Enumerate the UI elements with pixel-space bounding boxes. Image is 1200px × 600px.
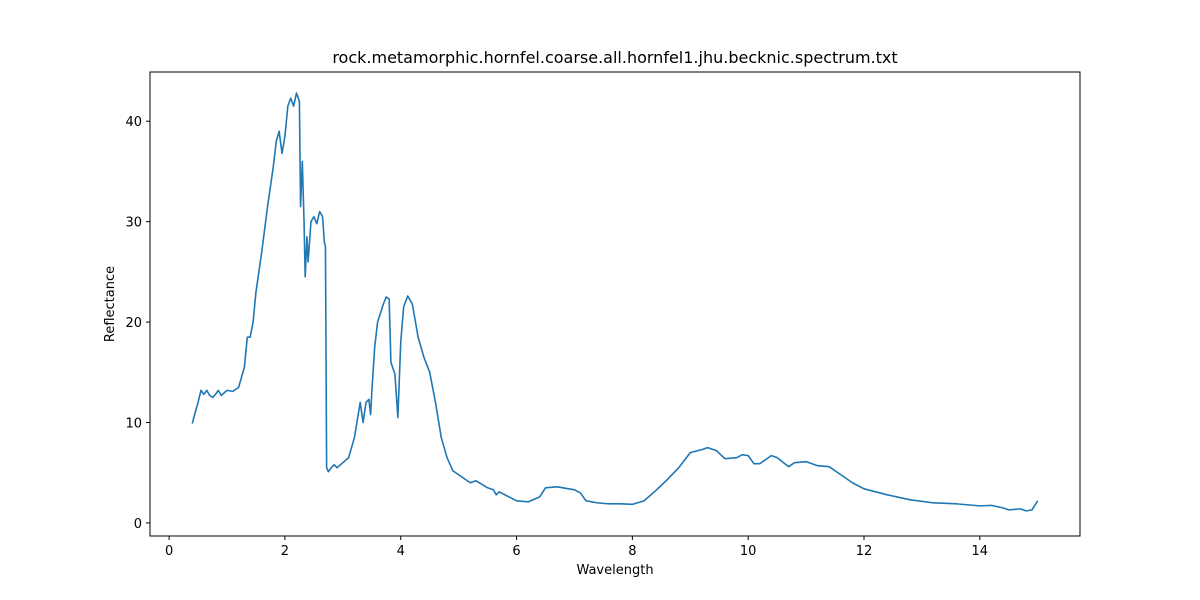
data-line	[191, 92, 1039, 512]
x-tick-label: 0	[165, 544, 173, 559]
y-tick-label: 30	[125, 216, 142, 231]
x-tick-label: 2	[281, 544, 289, 559]
y-tick-label: 0	[134, 517, 142, 532]
x-tick-label: 4	[397, 544, 405, 559]
x-tick-label: 8	[628, 544, 636, 559]
y-tick-label: 20	[125, 316, 142, 331]
chart-title: rock.metamorphic.hornfel.coarse.all.horn…	[332, 48, 897, 67]
x-axis-label: Wavelength	[576, 563, 653, 578]
y-tick-label: 40	[125, 115, 142, 130]
x-tick-label: 6	[512, 544, 520, 559]
x-tick-label: 10	[740, 544, 757, 559]
x-tick-label: 12	[856, 544, 873, 559]
y-tick-label: 10	[125, 417, 142, 432]
plot-frame	[149, 71, 1081, 537]
x-tick-label: 14	[972, 544, 989, 559]
y-axis-label: Reflectance	[103, 266, 118, 342]
